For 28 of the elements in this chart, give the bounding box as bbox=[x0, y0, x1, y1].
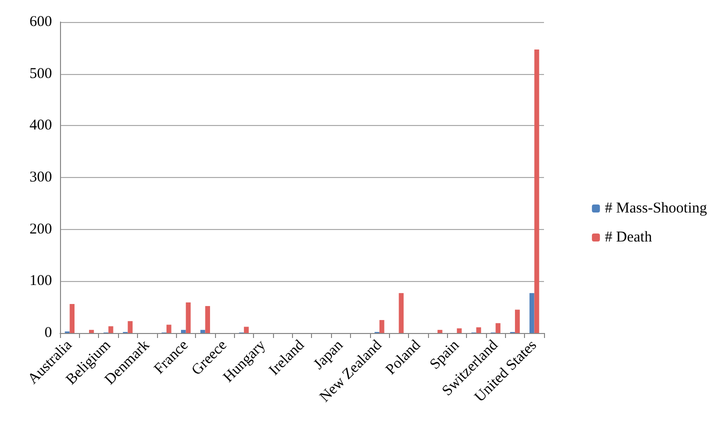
legend-label: # Death bbox=[604, 230, 652, 246]
bar bbox=[244, 326, 249, 333]
bar bbox=[108, 326, 114, 333]
bar bbox=[496, 323, 500, 333]
bar bbox=[186, 302, 191, 333]
bar bbox=[166, 324, 172, 333]
bar bbox=[128, 321, 133, 333]
legend-label: # Mass-Shooting bbox=[604, 200, 708, 216]
y-tick-label: 500 bbox=[30, 66, 52, 82]
y-tick-label: 200 bbox=[30, 221, 52, 238]
bar bbox=[438, 330, 442, 333]
bar bbox=[456, 328, 462, 333]
bar bbox=[181, 330, 186, 333]
y-tick-label: 100 bbox=[30, 273, 52, 290]
bar bbox=[398, 293, 404, 333]
y-tick-label: 400 bbox=[30, 118, 52, 134]
y-tick-label: 600 bbox=[30, 14, 52, 30]
y-tick-label: 0 bbox=[44, 325, 52, 341]
bar bbox=[200, 330, 206, 333]
bar bbox=[534, 49, 540, 333]
bar bbox=[514, 310, 520, 333]
bar bbox=[476, 327, 482, 333]
bar bbox=[89, 330, 94, 333]
bar bbox=[205, 306, 210, 333]
bar bbox=[379, 320, 384, 333]
y-tick-label: 300 bbox=[30, 170, 52, 186]
bar bbox=[70, 304, 75, 333]
bar bbox=[529, 293, 534, 333]
